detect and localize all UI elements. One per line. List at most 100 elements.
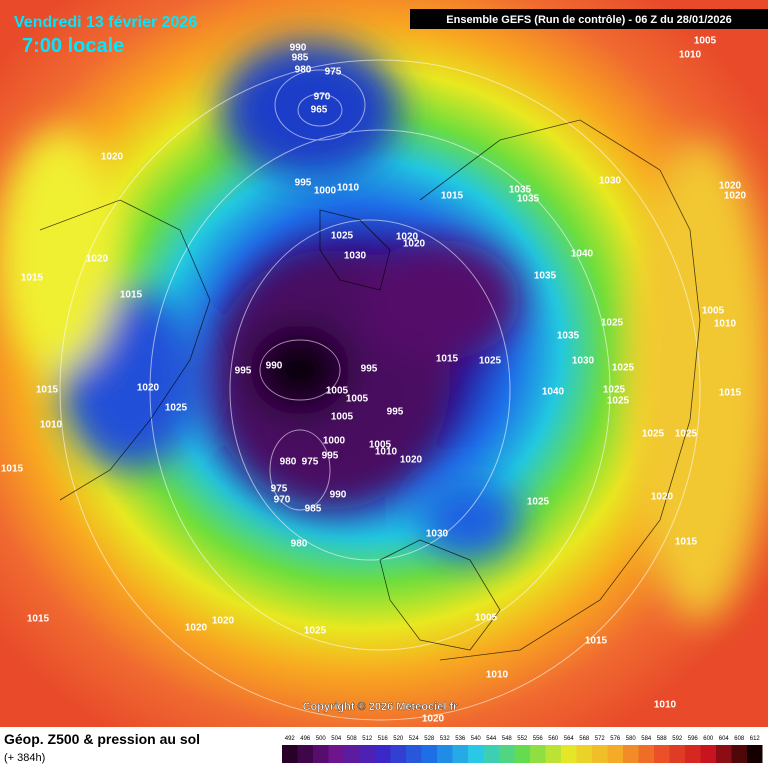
scale-label: 504 <box>331 736 342 742</box>
scale-label: 516 <box>378 736 389 742</box>
geopotential-field <box>0 40 768 620</box>
scale-label: 568 <box>579 736 590 742</box>
isobar-label: 995 <box>295 178 312 189</box>
scale-label: 532 <box>440 736 451 742</box>
scale-swatch <box>685 745 701 763</box>
isobar-label: 1025 <box>165 403 188 414</box>
isobar-label: 980 <box>295 65 312 76</box>
isobar-label: 1005 <box>326 386 349 397</box>
scale-swatch <box>390 745 406 763</box>
isohypse <box>59 59 701 721</box>
isobar-label: 985 <box>292 53 309 64</box>
isobar-label: 1015 <box>675 537 698 548</box>
isobar-label: 990 <box>290 43 307 54</box>
isobar-label: 990 <box>330 490 347 501</box>
copyright: Copyright © 2026 Meteociel.fr <box>303 701 459 713</box>
isobar-label: 1010 <box>714 319 737 330</box>
isobar-label: 1025 <box>601 318 624 329</box>
isobar-label: 1020 <box>212 616 235 627</box>
isobar <box>274 69 366 141</box>
scale-swatch <box>607 745 623 763</box>
scale-swatch <box>452 745 468 763</box>
isobar-label: 1020 <box>422 714 445 725</box>
footer-title: Géop. Z500 & pression au sol <box>4 731 200 747</box>
isobar-label: 1020 <box>101 152 124 163</box>
isobar-label: 1030 <box>572 356 595 367</box>
isobar-label: 1015 <box>27 614 50 625</box>
scale-swatch <box>731 745 747 763</box>
isobar-label: 1030 <box>344 251 367 262</box>
scale-swatch <box>669 745 685 763</box>
isobar-label: 1015 <box>21 273 44 284</box>
color-scale: 492 496 500 504 508 512 516 520 524 528 532 536 540 5… <box>282 736 763 763</box>
scale-label: 600 <box>703 736 714 742</box>
isobar-label: 965 <box>311 105 328 116</box>
isobar-label: 1020 <box>651 492 674 503</box>
isobar-label: 1020 <box>719 181 742 192</box>
isobar-label: 1040 <box>571 249 594 260</box>
isobar-label: 1025 <box>642 429 665 440</box>
scale-swatch <box>421 745 437 763</box>
isobar-label: 1035 <box>517 194 540 205</box>
isobar-label: 1020 <box>724 191 747 202</box>
scale-swatch <box>654 745 670 763</box>
scale-swatch <box>576 745 592 763</box>
isobar-label: 1015 <box>120 290 143 301</box>
scale-label: 580 <box>626 736 637 742</box>
isobar-label: 1025 <box>331 231 354 242</box>
isohypse <box>229 219 511 561</box>
scale-label: 592 <box>672 736 683 742</box>
isobar-label: 1020 <box>185 623 208 634</box>
isobar-label: 1040 <box>542 387 565 398</box>
scale-label: 540 <box>471 736 482 742</box>
scale-label: 564 <box>564 736 575 742</box>
isobar-label: 1015 <box>436 354 459 365</box>
scale-label: 512 <box>362 736 373 742</box>
isobar-label: 980 <box>291 539 308 550</box>
scale-label: 544 <box>486 736 497 742</box>
isobar-label: 1020 <box>86 254 109 265</box>
scale-label: 556 <box>533 736 544 742</box>
scale-label: 576 <box>610 736 621 742</box>
scale-swatch <box>499 745 515 763</box>
isobar-label: 1000 <box>314 186 337 197</box>
isobar-label: 970 <box>274 495 291 506</box>
scale-label: 596 <box>688 736 699 742</box>
scale-swatch <box>700 745 716 763</box>
scale-label: 608 <box>734 736 745 742</box>
isobar-label: 1035 <box>509 185 532 196</box>
scale-swatch <box>359 745 375 763</box>
isobar-label: 980 <box>280 457 297 468</box>
isobar-label: 970 <box>314 92 331 103</box>
isobar-label: 1010 <box>337 183 360 194</box>
isobar-label: 1010 <box>375 447 398 458</box>
isobar-label: 1020 <box>396 232 419 243</box>
low-blob <box>220 40 400 180</box>
scale-label: 572 <box>595 736 606 742</box>
scale-label: 560 <box>548 736 559 742</box>
isobar <box>259 339 341 401</box>
scale-swatch <box>437 745 453 763</box>
isobar-label: 1005 <box>369 440 392 451</box>
isobar-label: 1020 <box>403 239 426 250</box>
isobar-label: 1020 <box>137 383 160 394</box>
lead-time: (+ 384h) <box>4 752 45 764</box>
isobar-label: 1030 <box>426 529 449 540</box>
isobar-label: 995 <box>235 366 252 377</box>
ridge-blob <box>0 130 120 370</box>
low-blob <box>420 480 520 560</box>
isobar-label: 1010 <box>486 670 509 681</box>
isobar-label: 1030 <box>599 176 622 187</box>
scale-label: 528 <box>424 736 435 742</box>
ridge-blob <box>630 140 768 620</box>
isobar-label: 990 <box>266 361 283 372</box>
coast <box>419 119 701 661</box>
isobar-label: 975 <box>302 457 319 468</box>
isobar-label: 1035 <box>534 271 557 282</box>
scale-swatch <box>406 745 422 763</box>
isobar-label: 1005 <box>702 306 725 317</box>
forecast-date: Vendredi 13 février 2026 <box>14 14 197 31</box>
isobar-label: 1025 <box>607 396 630 407</box>
